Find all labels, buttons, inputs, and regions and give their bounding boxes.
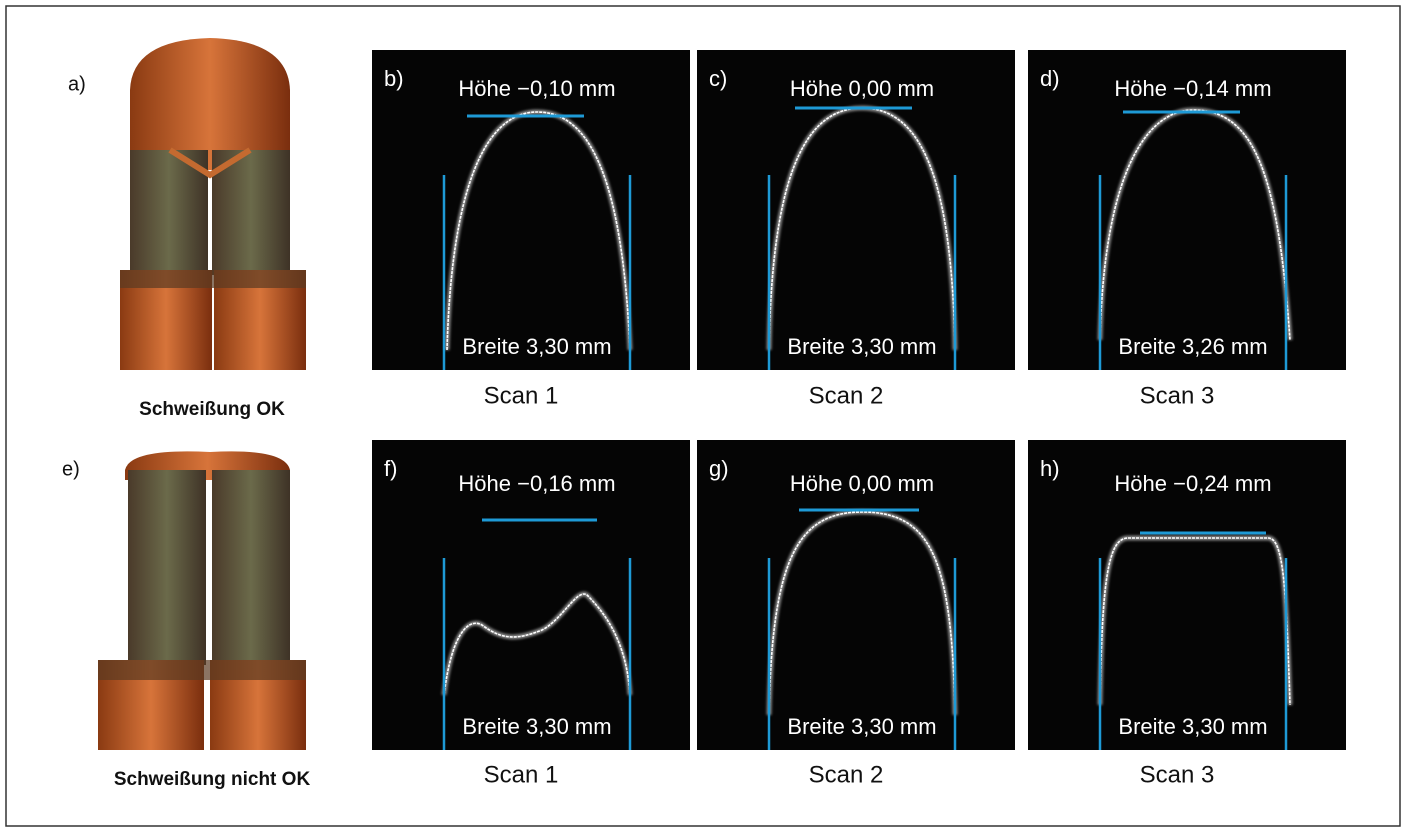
height-label: Höhe 0,00 mm (790, 471, 934, 496)
scan-panel: g) Höhe 0,00 mm Breite 3,30 mm (697, 440, 1015, 750)
height-label: Höhe 0,00 mm (790, 76, 934, 101)
scan-label: h) (1040, 456, 1060, 481)
scan-label: b) (384, 66, 404, 91)
photo (120, 38, 306, 370)
scan-caption: Scan 1 (484, 761, 559, 788)
scan-caption: Scan 3 (1140, 761, 1215, 788)
photo (98, 451, 306, 750)
height-label: Höhe −0,16 mm (458, 471, 615, 496)
photo-caption: Schweißung nicht OK (114, 769, 311, 790)
scan-caption: Scan 2 (809, 761, 884, 788)
width-label: Breite 3,30 mm (462, 714, 611, 739)
width-label: Breite 3,26 mm (1118, 334, 1267, 359)
scan-panel: f) Höhe −0,16 mm Breite 3,30 mm (372, 440, 690, 750)
height-label: Höhe −0,14 mm (1114, 76, 1271, 101)
scan-label: c) (709, 66, 727, 91)
height-label: Höhe −0,10 mm (458, 76, 615, 101)
width-label: Breite 3,30 mm (787, 334, 936, 359)
photo-caption: Schweißung OK (139, 399, 285, 420)
scan-caption: Scan 3 (1140, 382, 1215, 409)
scan-panel: c) Höhe 0,00 mm Breite 3,30 mm (697, 50, 1015, 370)
scan-label: d) (1040, 66, 1060, 91)
width-label: Breite 3,30 mm (787, 714, 936, 739)
height-label: Höhe −0,24 mm (1114, 471, 1271, 496)
scan-panel: d) Höhe −0,14 mm Breite 3,26 mm (1028, 50, 1346, 370)
width-label: Breite 3,30 mm (462, 334, 611, 359)
panel-label: e) (62, 458, 80, 480)
scan-label: g) (709, 456, 729, 481)
scan-panel: h) Höhe −0,24 mm Breite 3,30 mm (1028, 440, 1346, 750)
scan-label: f) (384, 456, 397, 481)
scan-panel: b) Höhe −0,10 mm Breite 3,30 mm (372, 50, 690, 370)
width-label: Breite 3,30 mm (1118, 714, 1267, 739)
figure: a) Schweißung OK b) Höhe −0,10 mm Breite 3,3… (0, 0, 1408, 830)
panel-label: a) (68, 73, 86, 95)
scan-caption: Scan 2 (809, 382, 884, 409)
scan-caption: Scan 1 (484, 382, 559, 409)
